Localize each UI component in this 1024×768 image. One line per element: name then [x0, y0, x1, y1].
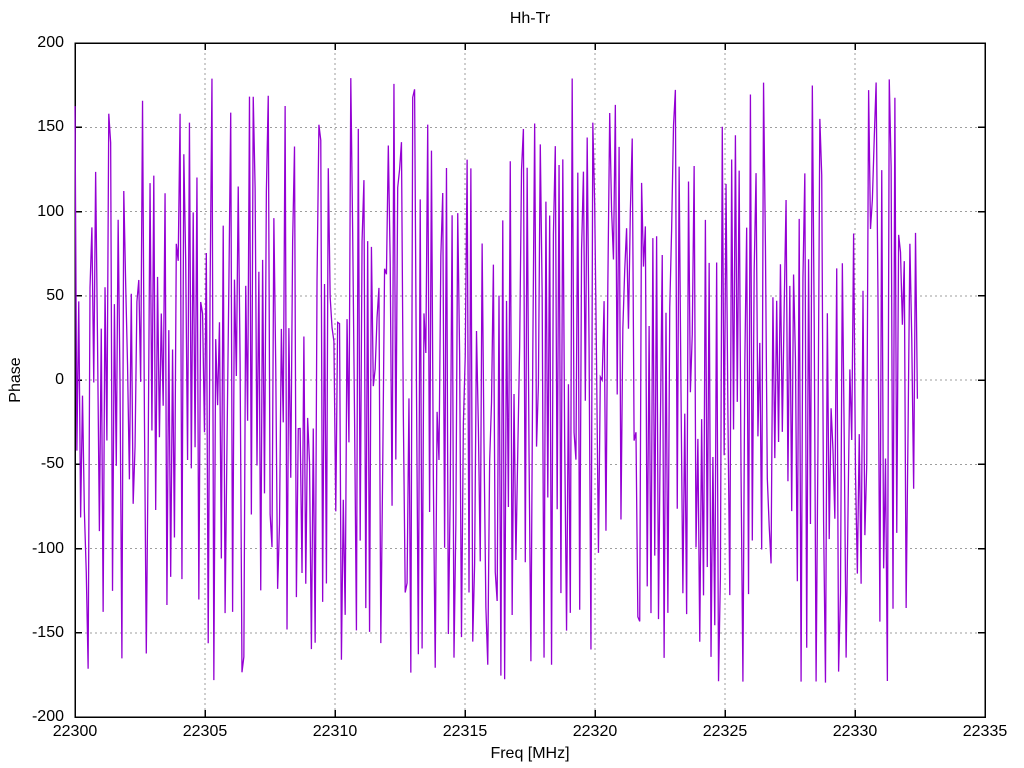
y-tick-label: -200 — [31, 708, 64, 725]
x-tick-label: 22335 — [962, 723, 1008, 740]
y-tick-label: -150 — [31, 623, 64, 641]
chart-title: Hh-Tr — [509, 10, 551, 27]
y-tick-label: 0 — [55, 371, 64, 388]
y-tick-label: 100 — [37, 202, 64, 220]
x-axis-label: Freq [MHz] — [490, 745, 570, 762]
x-tick-label: 22315 — [442, 723, 488, 740]
y-tick-label: -50 — [40, 455, 64, 473]
data-series-line — [74, 78, 919, 683]
x-tick-label: 22330 — [832, 723, 878, 740]
y-tick-label: -100 — [31, 539, 64, 557]
x-tick-label: 22300 — [52, 723, 98, 740]
x-tick-label: 22320 — [572, 723, 618, 740]
x-tick-label: 22325 — [702, 723, 748, 740]
x-tick-label: 22310 — [312, 723, 358, 740]
y-tick-label: 200 — [37, 34, 64, 51]
x-tick-label: 22305 — [182, 723, 228, 740]
y-tick-label: 50 — [46, 286, 64, 304]
y-tick-label: 150 — [37, 118, 64, 136]
